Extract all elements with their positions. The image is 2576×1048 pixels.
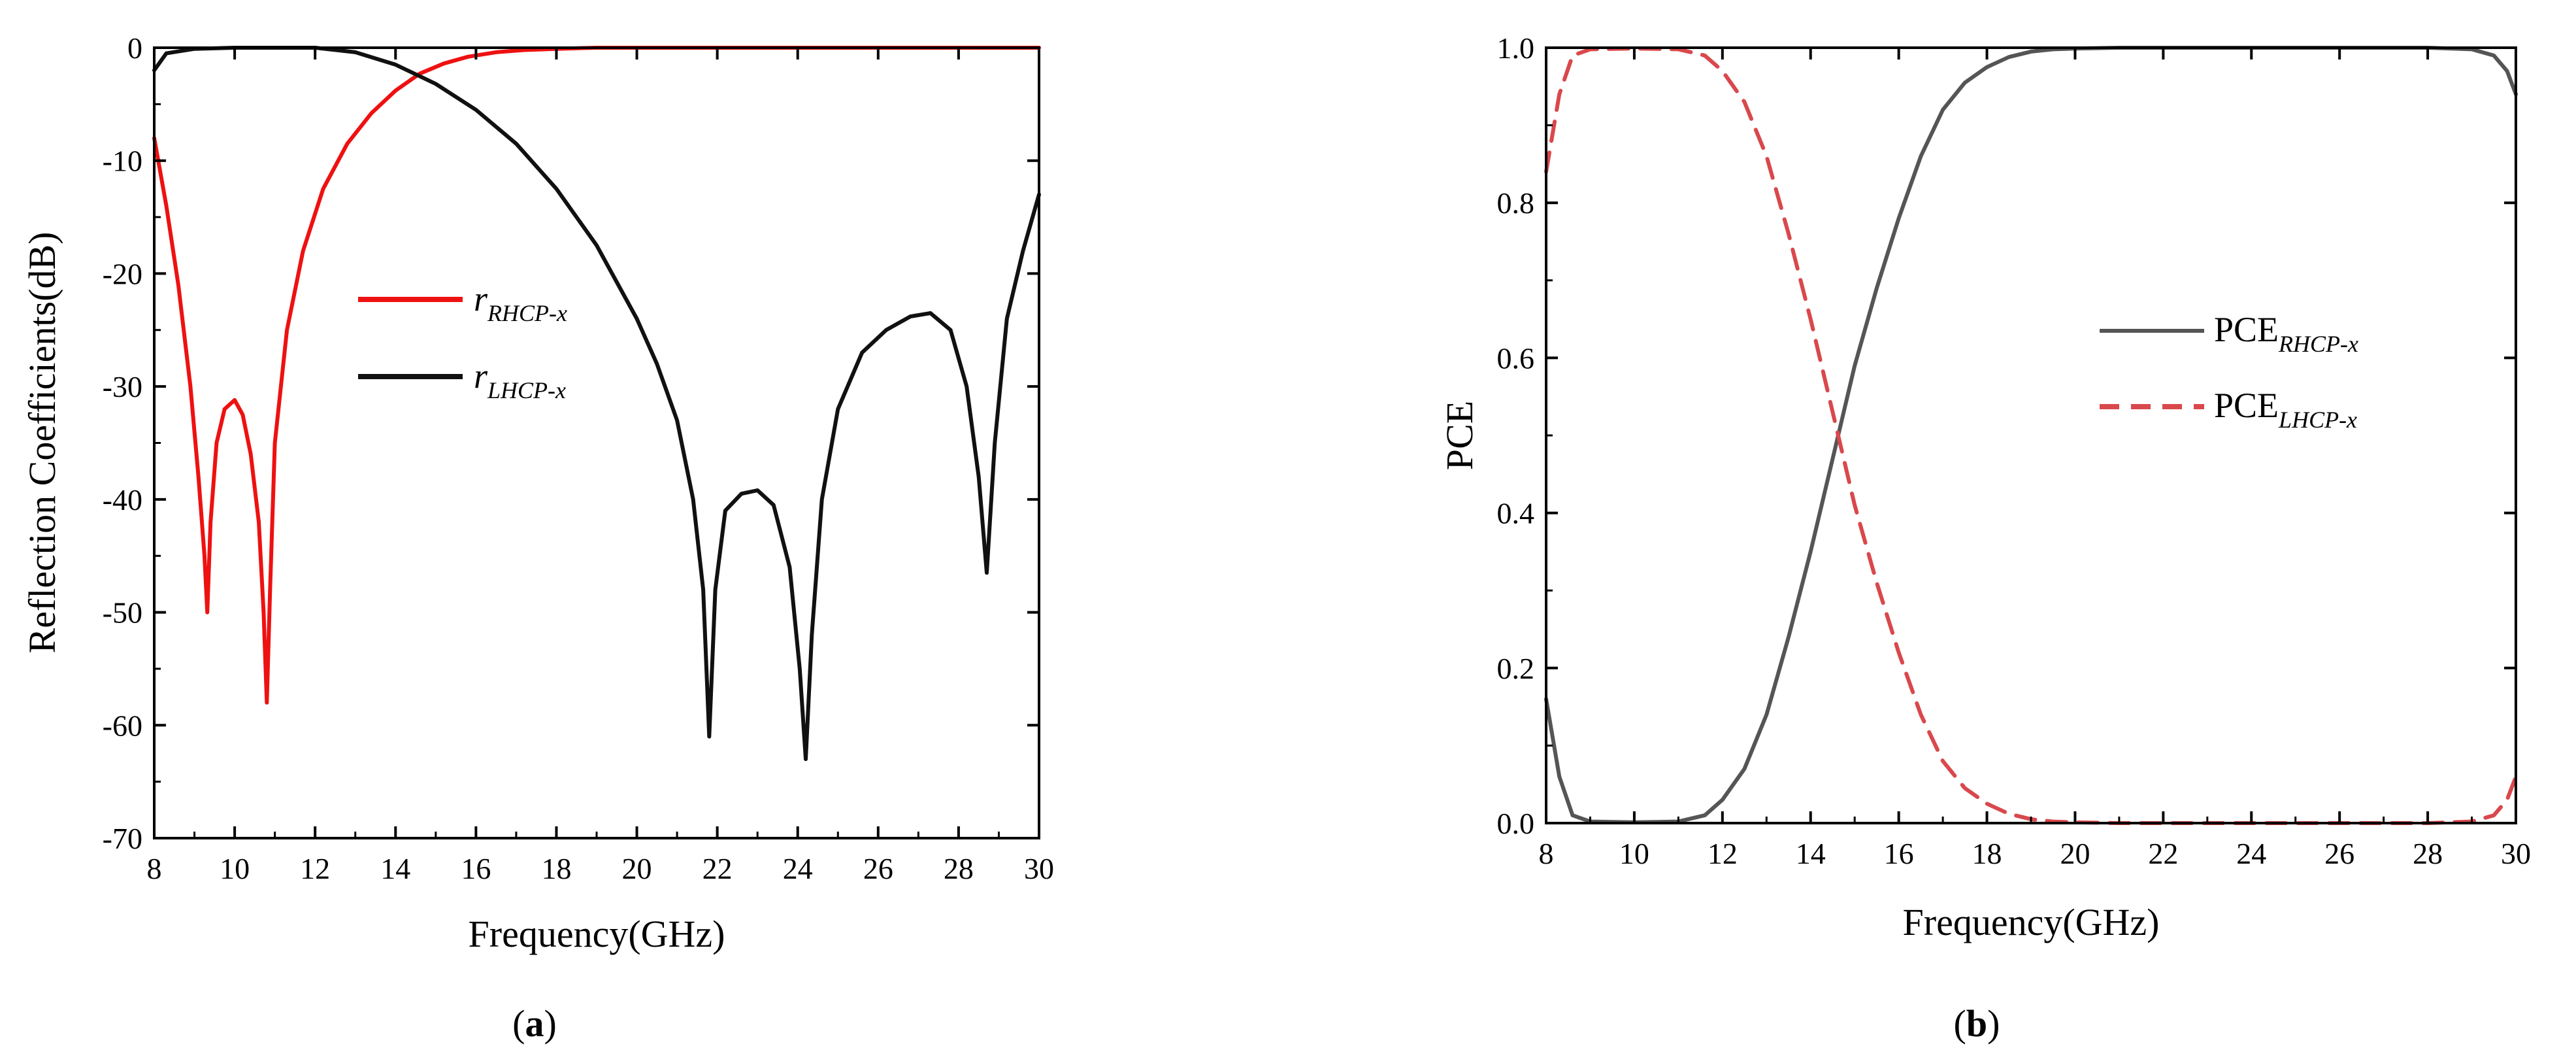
y-tick-label-a: -40 bbox=[103, 483, 142, 516]
caption-a: (a) bbox=[512, 1002, 557, 1045]
x-tick-label-b: 16 bbox=[1884, 837, 1914, 870]
x-tick-label-a: 24 bbox=[783, 852, 813, 885]
x-tick-label-b: 10 bbox=[1619, 837, 1649, 870]
plot-frame-b bbox=[1545, 46, 2517, 824]
y-tick-label-a: -60 bbox=[103, 709, 142, 742]
x-tick-label-b: 14 bbox=[1796, 837, 1826, 870]
x-tick-label-a: 8 bbox=[147, 852, 162, 885]
chart-panel-b: 8 10 12 14 16 18 20 22 24 26 28 30 0.0 0.2 0.4 0.6 0.8 1.… bbox=[1438, 31, 2531, 1045]
series-line-rhcp-x-b bbox=[1544, 46, 2518, 824]
x-tick-label-b: 24 bbox=[2236, 837, 2266, 870]
x-axis-title-a: Frequency(GHz) bbox=[469, 913, 725, 955]
y-tick-label-b: 0.0 bbox=[1497, 807, 1535, 840]
y-tick-label-a: -50 bbox=[103, 596, 142, 630]
x-tick-label-b: 20 bbox=[2060, 837, 2090, 870]
x-tick-label-a: 16 bbox=[461, 852, 491, 885]
series-line-rhcp-x-a bbox=[152, 46, 1041, 705]
x-axis-title-b: Frequency(GHz) bbox=[1903, 901, 2160, 943]
caption-b: (b) bbox=[1954, 1002, 2000, 1045]
plot-area-b bbox=[1544, 46, 2518, 825]
x-tick-label-b: 12 bbox=[1708, 837, 1738, 870]
y-tick-label-a: 0 bbox=[127, 31, 142, 65]
x-tick-label-a: 14 bbox=[380, 852, 410, 885]
y-tick-label-b: 0.2 bbox=[1497, 652, 1535, 685]
x-tick-label-b: 8 bbox=[1539, 837, 1554, 870]
legend-label-rhcp-b: PCERHCP-x bbox=[2214, 310, 2358, 357]
series-line-lhcp-x-a bbox=[152, 46, 1041, 762]
y-tick-label-a: -10 bbox=[103, 144, 142, 178]
plot-area-a bbox=[152, 46, 1041, 762]
x-tick-label-a: 26 bbox=[863, 852, 893, 885]
y-tick-label-b: 0.4 bbox=[1497, 497, 1535, 530]
series-line-lhcp-x-b bbox=[1544, 46, 2518, 825]
legend-a: rRHCP-x rLHCP-x bbox=[358, 279, 567, 403]
x-tick-label-a: 28 bbox=[944, 852, 974, 885]
y-tick-label-a: -20 bbox=[103, 257, 142, 290]
x-tick-label-b: 18 bbox=[1972, 837, 2002, 870]
x-tick-label-b: 30 bbox=[2501, 837, 2531, 870]
chart-panel-a: 8 10 12 14 16 18 20 22 24 26 28 30 0 -10 -20 -30 -40 -50 -… bbox=[21, 31, 1054, 1045]
legend-label-lhcp-b: PCELHCP-x bbox=[2214, 386, 2357, 433]
axis-ticks-a: 8 10 12 14 16 18 20 22 24 26 28 30 0 -10 -20 -30 -40 -50 -… bbox=[103, 31, 1054, 885]
x-tick-label-a: 20 bbox=[622, 852, 652, 885]
x-tick-label-a: 22 bbox=[702, 852, 733, 885]
x-tick-label-b: 28 bbox=[2413, 837, 2443, 870]
x-tick-label-b: 22 bbox=[2148, 837, 2178, 870]
plot-frame-a bbox=[153, 46, 1040, 839]
legend-b: PCERHCP-x PCELHCP-x bbox=[2100, 310, 2358, 433]
y-tick-label-b: 0.6 bbox=[1497, 341, 1535, 375]
x-tick-label-b: 26 bbox=[2324, 837, 2354, 870]
y-axis-title-b: PCE bbox=[1438, 401, 1481, 470]
x-tick-label-a: 18 bbox=[541, 852, 571, 885]
y-tick-label-a: -30 bbox=[103, 370, 142, 403]
y-tick-label-b: 1.0 bbox=[1497, 31, 1535, 65]
legend-label-rhcp-a: rRHCP-x bbox=[474, 279, 567, 326]
legend-label-lhcp-a: rLHCP-x bbox=[474, 356, 566, 403]
x-tick-label-a: 30 bbox=[1024, 852, 1054, 885]
y-tick-label-a: -70 bbox=[103, 822, 142, 855]
y-axis-title-a: Reflection Coefficients(dB) bbox=[21, 232, 63, 654]
x-tick-label-a: 10 bbox=[220, 852, 250, 885]
x-tick-label-a: 12 bbox=[300, 852, 330, 885]
axis-ticks-b: 8 10 12 14 16 18 20 22 24 26 28 30 0.0 0.2 0.4 0.6 0.8 1.… bbox=[1497, 31, 2532, 870]
y-tick-label-b: 0.8 bbox=[1497, 186, 1535, 220]
